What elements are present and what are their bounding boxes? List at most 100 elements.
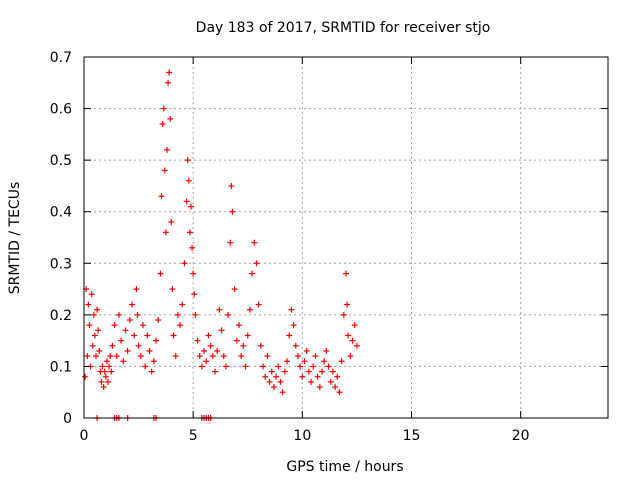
data-point — [336, 389, 343, 396]
data-point — [332, 384, 339, 391]
data-point — [201, 347, 208, 354]
data-point — [198, 363, 205, 370]
data-point — [222, 363, 229, 370]
data-point — [329, 368, 336, 375]
data-point — [186, 229, 193, 236]
data-point — [126, 317, 133, 324]
grid-lines — [84, 57, 608, 418]
data-point — [284, 358, 291, 365]
data-point — [139, 322, 146, 329]
data-point — [242, 363, 249, 370]
x-tick-label: 20 — [512, 428, 530, 444]
data-point — [266, 378, 273, 385]
data-point — [340, 311, 347, 318]
y-tick-label: 0.6 — [50, 102, 72, 118]
data-point — [82, 373, 89, 380]
data-point — [122, 327, 129, 334]
data-point — [238, 353, 245, 360]
data-point — [134, 311, 141, 318]
data-point — [158, 193, 165, 200]
data-point — [227, 239, 234, 246]
data-point — [133, 286, 140, 293]
data-point — [146, 347, 153, 354]
data-point — [327, 378, 334, 385]
data-point — [172, 353, 179, 360]
data-point — [308, 378, 315, 385]
data-point — [218, 327, 225, 334]
data-point — [108, 368, 115, 375]
data-point — [100, 384, 107, 391]
axis-ticks: 0 5 10 15 20 0 0.1 0.2 0.3 0.4 0.5 0.6 0.7 — [50, 50, 608, 444]
data-point — [84, 353, 91, 360]
data-point — [244, 332, 251, 339]
data-point — [212, 368, 218, 375]
data-point — [90, 311, 97, 318]
data-point — [297, 363, 304, 370]
x-tick-label: 15 — [403, 428, 421, 444]
x-tick-label: 0 — [80, 428, 89, 444]
data-point — [105, 378, 112, 385]
y-tick-label: 0.4 — [50, 205, 72, 221]
x-tick-label: 10 — [293, 428, 311, 444]
data-point — [93, 353, 100, 360]
data-point — [109, 342, 116, 349]
data-point — [251, 239, 258, 246]
data-point — [148, 368, 155, 375]
data-point — [228, 182, 235, 189]
data-point — [277, 378, 284, 385]
data-point — [203, 358, 210, 365]
data-point — [343, 270, 349, 277]
y-tick-label: 0.5 — [50, 153, 72, 169]
data-point — [273, 373, 280, 380]
data-point — [94, 306, 101, 313]
data-point — [144, 332, 151, 339]
data-point — [194, 337, 201, 344]
data-point — [268, 368, 275, 375]
data-point — [150, 358, 157, 365]
data-point — [111, 322, 118, 329]
data-point — [349, 337, 356, 344]
data-point — [131, 332, 138, 339]
data-point — [166, 69, 173, 76]
data-point — [205, 332, 212, 339]
data-point — [216, 306, 223, 313]
data-point — [262, 373, 269, 380]
data-point — [177, 322, 184, 329]
data-point — [190, 270, 197, 277]
data-point — [113, 353, 120, 360]
chart-title: Day 183 of 2017, SRMTID for receiver stj… — [196, 20, 491, 36]
x-axis-label: GPS time / hours — [286, 459, 403, 475]
data-point — [161, 167, 168, 174]
data-point — [281, 368, 288, 375]
data-point — [95, 327, 102, 334]
data-point — [260, 363, 267, 370]
data-point — [98, 378, 105, 385]
data-point — [310, 363, 317, 370]
data-point — [318, 368, 325, 375]
data-point — [257, 342, 264, 349]
data-point — [107, 353, 114, 360]
data-point — [303, 347, 310, 354]
data-point — [142, 363, 149, 370]
data-point — [129, 301, 136, 308]
data-point — [96, 347, 103, 354]
data-point — [174, 311, 181, 318]
y-tick-label: 0.1 — [50, 359, 72, 375]
data-point — [179, 301, 186, 308]
data-point — [91, 332, 98, 339]
data-point — [169, 286, 176, 293]
data-point — [157, 270, 164, 277]
data-point — [290, 322, 297, 329]
data-point — [236, 322, 243, 329]
data-point — [162, 229, 169, 236]
data-point — [347, 353, 354, 360]
data-point — [163, 146, 170, 153]
data-point — [292, 342, 299, 349]
data-point — [294, 353, 301, 360]
data-point — [249, 270, 256, 277]
data-point — [325, 363, 332, 370]
data-point — [189, 244, 196, 251]
data-point — [279, 389, 286, 396]
data-point — [214, 347, 221, 354]
